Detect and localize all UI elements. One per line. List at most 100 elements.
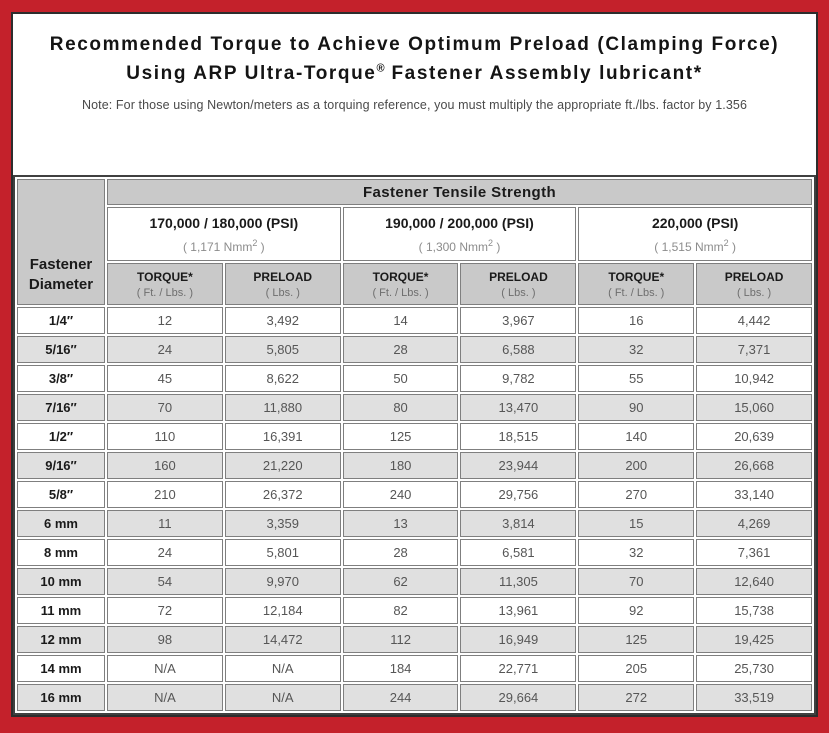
table-row: 8 mm 24 5,801 28 6,581 32 7,361 — [17, 539, 812, 566]
strength-group-220: 220,000 (PSI) ( 1,515 Nmm2 ) — [578, 207, 812, 261]
diameter-cell: 10 mm — [17, 568, 105, 595]
table-row: 11 mm 72 12,184 82 13,961 92 15,738 — [17, 597, 812, 624]
torque-value-cell: 70 — [578, 568, 695, 595]
torque-value-cell: 72 — [107, 597, 223, 624]
torque-value-cell: 92 — [578, 597, 695, 624]
torque-value-cell: 11 — [107, 510, 223, 537]
torque-value-cell: 80 — [342, 394, 459, 421]
preload-value-cell: 6,581 — [460, 539, 577, 566]
diameter-cell: 6 mm — [17, 510, 105, 537]
preload-value-cell: 12,640 — [696, 568, 812, 595]
preload-value-cell: 15,060 — [696, 394, 812, 421]
preload-value-cell: 26,668 — [696, 452, 812, 479]
preload-value-cell: 3,814 — [460, 510, 577, 537]
torque-value-cell: 13 — [342, 510, 459, 537]
preload-value-cell: 7,371 — [696, 336, 812, 363]
preload-value-cell: 14,472 — [224, 626, 341, 653]
column-header-torque: TORQUE*( Ft. / Lbs. ) — [342, 263, 459, 305]
torque-value-cell: 15 — [578, 510, 695, 537]
preload-value-cell: 11,880 — [224, 394, 341, 421]
preload-value-cell: 33,140 — [696, 481, 812, 508]
torque-value-cell: 205 — [578, 655, 695, 682]
torque-value-cell: 184 — [342, 655, 459, 682]
column-header-preload: PRELOAD( Lbs. ) — [460, 263, 577, 305]
title-block: Recommended Torque to Achieve Optimum Pr… — [13, 14, 816, 112]
preload-value-cell: 21,220 — [224, 452, 341, 479]
diameter-cell: 7/16″ — [17, 394, 105, 421]
torque-value-cell: 62 — [342, 568, 459, 595]
torque-value-cell: 240 — [342, 481, 459, 508]
psi-label: 190,000 / 200,000 (PSI) — [385, 214, 534, 231]
torque-value-cell: 28 — [342, 539, 459, 566]
preload-value-cell: 13,961 — [460, 597, 577, 624]
diameter-cell: 1/2″ — [17, 423, 105, 450]
preload-value-cell: 15,738 — [696, 597, 812, 624]
psi-label: 170,000 / 180,000 (PSI) — [149, 214, 299, 231]
torque-value-cell: 54 — [107, 568, 223, 595]
table-row: 12 mm 98 14,472 112 16,949 125 19,425 — [17, 626, 812, 653]
strength-group-190-200: 190,000 / 200,000 (PSI) ( 1,300 Nmm2 ) — [342, 207, 577, 261]
diameter-cell: 1/4″ — [17, 307, 105, 334]
page-title-line-2: Using ARP Ultra-Torque® Fastener Assembl… — [13, 59, 816, 88]
preload-value-cell: 6,588 — [460, 336, 577, 363]
table-row: 5/8″ 210 26,372 240 29,756 270 33,140 — [17, 481, 812, 508]
preload-value-cell: 22,771 — [460, 655, 577, 682]
torque-value-cell: 110 — [107, 423, 223, 450]
psi-label: 220,000 (PSI) — [651, 214, 739, 231]
torque-value-cell: 45 — [107, 365, 223, 392]
torque-value-cell: 244 — [342, 684, 459, 711]
torque-value-cell: 24 — [107, 539, 223, 566]
preload-value-cell: 33,519 — [696, 684, 812, 711]
preload-value-cell: 5,801 — [224, 539, 341, 566]
table-row: 6 mm 11 3,359 13 3,814 15 4,269 — [17, 510, 812, 537]
torque-value-cell: 210 — [107, 481, 223, 508]
preload-value-cell: 3,359 — [224, 510, 341, 537]
column-header-torque: TORQUE*( Ft. / Lbs. ) — [578, 263, 695, 305]
table-row: 16 mm N/A N/A 244 29,664 272 33,519 — [17, 684, 812, 711]
preload-value-cell: 13,470 — [460, 394, 577, 421]
preload-value-cell: 29,756 — [460, 481, 577, 508]
torque-value-cell: N/A — [107, 655, 223, 682]
preload-value-cell: 29,664 — [460, 684, 577, 711]
column-header-preload: PRELOAD( Lbs. ) — [224, 263, 341, 305]
preload-value-cell: 7,361 — [696, 539, 812, 566]
torque-value-cell: 112 — [342, 626, 459, 653]
preload-value-cell: 10,942 — [696, 365, 812, 392]
diameter-cell: 14 mm — [17, 655, 105, 682]
preload-value-cell: 4,269 — [696, 510, 812, 537]
diameter-cell: 5/16″ — [17, 336, 105, 363]
column-header-torque: TORQUE*( Ft. / Lbs. ) — [107, 263, 223, 305]
nmm-label: ( 1,171 Nmm2 ) — [182, 237, 265, 254]
preload-value-cell: N/A — [224, 655, 341, 682]
preload-value-cell: 18,515 — [460, 423, 577, 450]
corner-header-fastener-diameter: Fastener Diameter — [17, 179, 105, 305]
column-header-row: TORQUE*( Ft. / Lbs. ) PRELOAD( Lbs. ) TO… — [17, 263, 812, 305]
title-line-2-text: Using ARP Ultra-Torque — [126, 63, 377, 85]
torque-value-cell: 12 — [107, 307, 223, 334]
table-row: 1/2″ 110 16,391 125 18,515 140 20,639 — [17, 423, 812, 450]
document: Recommended Torque to Achieve Optimum Pr… — [11, 12, 818, 717]
torque-value-cell: 32 — [578, 539, 695, 566]
preload-value-cell: 9,782 — [460, 365, 577, 392]
preload-value-cell: 16,949 — [460, 626, 577, 653]
preload-value-cell: 25,730 — [696, 655, 812, 682]
preload-value-cell: N/A — [224, 684, 341, 711]
preload-value-cell: 9,970 — [224, 568, 341, 595]
group-header-row: Fastener Diameter Fastener Tensile Stren… — [17, 179, 812, 305]
preload-value-cell: 19,425 — [696, 626, 812, 653]
torque-value-cell: 98 — [107, 626, 223, 653]
note-text: Note: For those using Newton/meters as a… — [81, 97, 747, 112]
preload-value-cell: 5,805 — [224, 336, 341, 363]
diameter-cell: 12 mm — [17, 626, 105, 653]
preload-value-cell: 3,492 — [224, 307, 341, 334]
torque-value-cell: 125 — [342, 423, 459, 450]
torque-value-cell: 160 — [107, 452, 223, 479]
diameter-cell: 11 mm — [17, 597, 105, 624]
page-title-line-1: Recommended Torque to Achieve Optimum Pr… — [49, 34, 780, 55]
torque-value-cell: N/A — [107, 684, 223, 711]
table-row: 9/16″ 160 21,220 180 23,944 200 26,668 — [17, 452, 812, 479]
strength-group-row: 170,000 / 180,000 (PSI) ( 1,171 Nmm2 ) 1… — [17, 207, 812, 261]
preload-value-cell: 11,305 — [460, 568, 577, 595]
table-row: 1/4″ 12 3,492 14 3,967 16 4,442 — [17, 307, 812, 334]
preload-value-cell: 12,184 — [224, 597, 341, 624]
